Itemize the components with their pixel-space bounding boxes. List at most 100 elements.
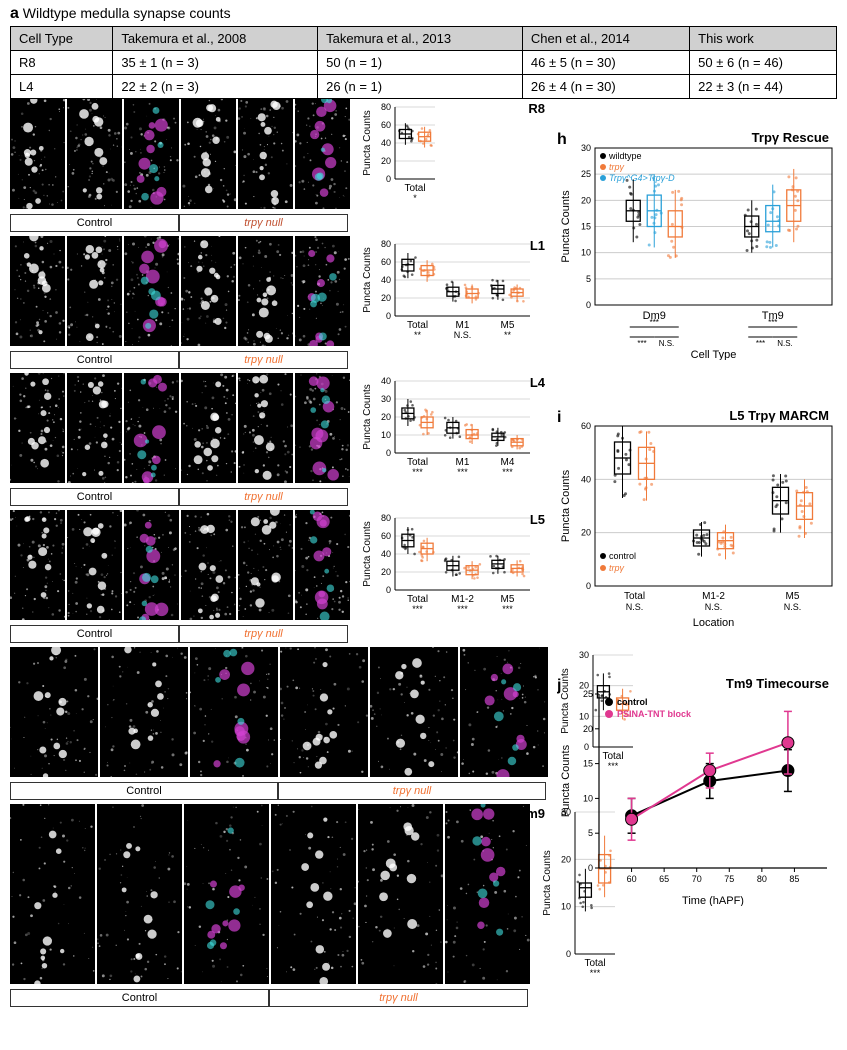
microscopy-panel (100, 647, 188, 777)
chart-i: L5 Trpγ MARCMi0204060Puncta Countscontro… (557, 408, 837, 631)
svg-text:**: ** (414, 330, 422, 340)
svg-text:85: 85 (789, 874, 799, 884)
microscopy-panel (295, 373, 350, 483)
svg-text:control: control (617, 697, 648, 707)
table-title: a Wildtype medulla synapse counts (10, 5, 837, 23)
table-header: Cell Type (11, 27, 113, 51)
right-column: Trpγ Rescueh051015202530Puncta Countswil… (557, 130, 837, 909)
table-header: Chen et al., 2014 (522, 27, 689, 51)
svg-text:0: 0 (386, 174, 391, 184)
microscopy-panel (295, 99, 350, 209)
microscopy-panel (67, 373, 122, 483)
svg-text:0: 0 (386, 448, 391, 458)
microscopy-panel (271, 804, 356, 984)
svg-text:***: *** (412, 604, 423, 614)
microscopy-panel (295, 510, 350, 620)
variant-label: trpγ null (179, 625, 348, 643)
svg-text:40: 40 (381, 275, 391, 285)
svg-text:Puncta Counts: Puncta Counts (560, 190, 572, 263)
svg-text:j: j (557, 677, 561, 694)
table-panel: a Wildtype medulla synapse counts Cell T… (0, 0, 847, 104)
box-chart-e: 020406080Puncta CountsTotal***M1-2***M5*… (360, 510, 535, 623)
microscopy-panel (67, 510, 122, 620)
svg-text:Total: Total (624, 591, 645, 602)
svg-text:40: 40 (381, 549, 391, 559)
svg-text:N.S.: N.S. (705, 602, 723, 612)
microscopy-panel (445, 804, 530, 984)
svg-text:20: 20 (583, 724, 593, 734)
svg-text:80: 80 (381, 513, 391, 523)
svg-text:60: 60 (381, 120, 391, 130)
svg-text:40: 40 (381, 376, 391, 386)
svg-text:M1-2: M1-2 (702, 591, 725, 602)
chart-j: Tm9 Timecoursej0510152025606570758085Pun… (557, 676, 837, 909)
table-cell: 50 ± 6 (n = 46) (690, 51, 837, 75)
table-header: Takemura et al., 2008 (113, 27, 318, 51)
microscopy-panel (238, 373, 293, 483)
svg-text:20: 20 (381, 293, 391, 303)
table-header: Takemura et al., 2013 (318, 27, 523, 51)
svg-text:N.S.: N.S. (626, 602, 644, 612)
left-column: bR8020406080Puncta CountsTotal*Controltr… (10, 95, 550, 1007)
table-cell: 22 ± 3 (n = 44) (690, 75, 837, 99)
variant-label: Control (10, 989, 269, 1007)
microscopy-panel (67, 236, 122, 346)
microscopy-panel (238, 236, 293, 346)
svg-text:***: *** (650, 318, 659, 327)
svg-text:***: *** (502, 604, 513, 614)
svg-text:Puncta Counts: Puncta Counts (362, 110, 373, 176)
svg-text:15: 15 (581, 222, 591, 232)
svg-text:0: 0 (588, 863, 593, 873)
svg-text:***: *** (637, 339, 646, 348)
variant-label: Control (10, 625, 179, 643)
microscopy-panel (358, 804, 443, 984)
svg-text:40: 40 (381, 138, 391, 148)
svg-text:20: 20 (381, 412, 391, 422)
svg-text:75: 75 (724, 874, 734, 884)
svg-text:60: 60 (627, 874, 637, 884)
svg-text:**: ** (504, 330, 512, 340)
chart-h: Trpγ Rescueh051015202530Puncta Countswil… (557, 130, 837, 363)
table-cell: 50 (n = 1) (318, 51, 523, 75)
microscopy-panel (124, 236, 179, 346)
microscopy-panel (280, 647, 368, 777)
svg-text:15: 15 (583, 759, 593, 769)
svg-text:5: 5 (586, 274, 591, 284)
svg-text:Cell Type: Cell Type (691, 349, 737, 360)
microscopy-panel (295, 236, 350, 346)
microscopy-panel (181, 373, 236, 483)
variant-label: trpγ null (179, 214, 348, 232)
svg-text:PSINA-TNT block: PSINA-TNT block (617, 709, 692, 719)
svg-text:20: 20 (581, 528, 591, 538)
svg-text:Puncta Counts: Puncta Counts (542, 850, 553, 916)
microscopy-panel (10, 99, 65, 209)
svg-text:h: h (557, 131, 567, 148)
svg-text:0: 0 (386, 311, 391, 321)
microscopy-panel (181, 99, 236, 209)
variant-label: trpγ null (179, 351, 348, 369)
svg-text:Time (hAPF): Time (hAPF) (682, 895, 744, 906)
svg-text:***: *** (412, 467, 423, 477)
svg-text:0: 0 (586, 581, 591, 591)
svg-text:N.S.: N.S. (659, 339, 675, 348)
variant-label: trpγ null (179, 488, 348, 506)
microscopy-panel (460, 647, 548, 777)
svg-text:80: 80 (381, 239, 391, 249)
variant-label: Control (10, 214, 179, 232)
box-chart-d: 010203040Puncta CountsTotal***M1***M4*** (360, 373, 535, 486)
svg-text:Trpγ Rescue: Trpγ Rescue (752, 130, 829, 145)
svg-text:60: 60 (381, 531, 391, 541)
svg-text:0: 0 (586, 300, 591, 310)
box-chart-c: 020406080Puncta CountsTotal**M1N.S.M5** (360, 236, 535, 349)
synapse-count-table: Cell TypeTakemura et al., 2008Takemura e… (10, 26, 837, 99)
svg-text:30: 30 (381, 394, 391, 404)
svg-text:25: 25 (581, 169, 591, 179)
svg-text:Puncta Counts: Puncta Counts (362, 521, 373, 587)
panel-letter-a: a (10, 5, 19, 22)
svg-text:65: 65 (659, 874, 669, 884)
variant-label: trpγ null (278, 782, 546, 800)
svg-text:N.S.: N.S. (777, 339, 793, 348)
svg-text:80: 80 (757, 874, 767, 884)
svg-text:***: *** (457, 604, 468, 614)
microscopy-panel (10, 236, 65, 346)
